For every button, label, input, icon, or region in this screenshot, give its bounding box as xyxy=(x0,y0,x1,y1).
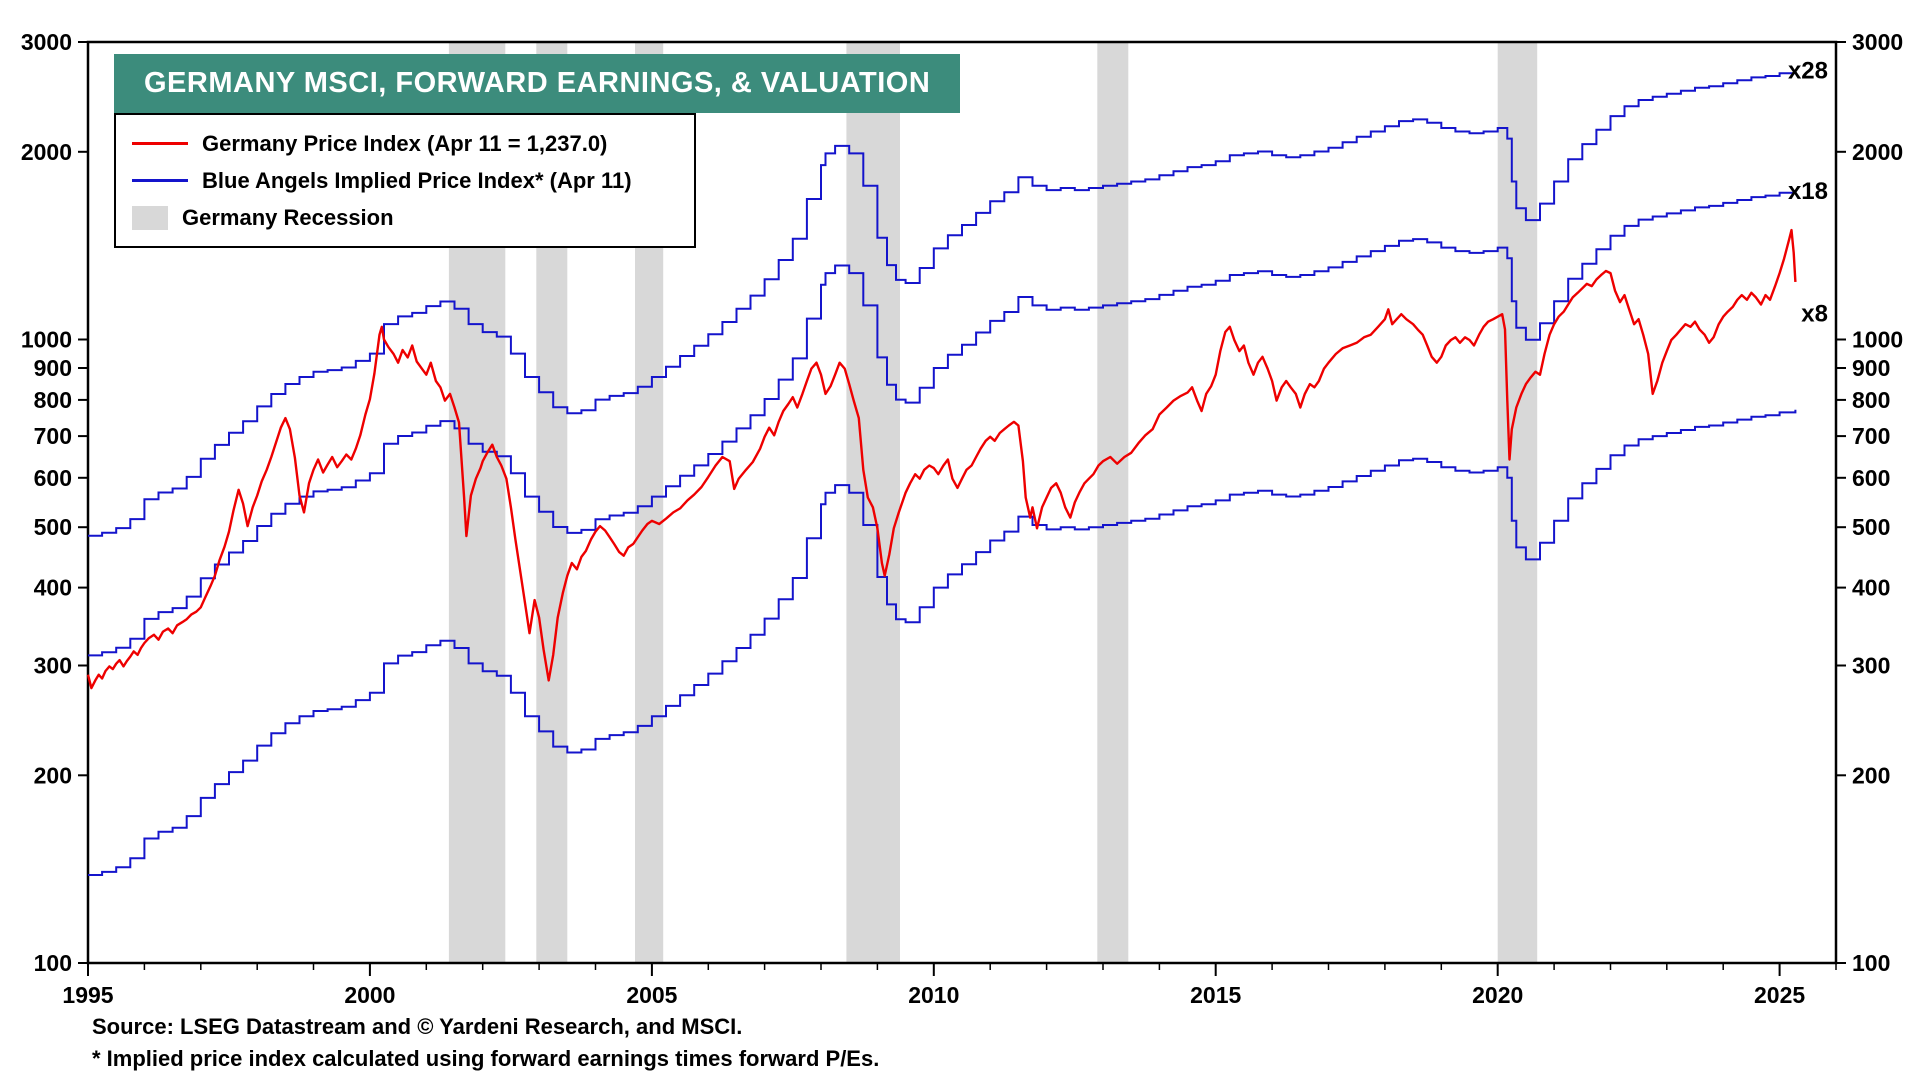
y-axis-label-right: 3000 xyxy=(1852,29,1903,55)
y-axis-label-right: 100 xyxy=(1852,950,1890,976)
legend-label-price-index: Germany Price Index (Apr 11 = 1,237.0) xyxy=(202,130,608,156)
implied-line-swatch xyxy=(132,179,188,182)
y-axis-label-right: 400 xyxy=(1852,575,1890,601)
chart-title-banner: GERMANY MSCI, FORWARD EARNINGS, & VALUAT… xyxy=(114,54,961,113)
implied-price-line-x8 xyxy=(88,409,1797,876)
legend-item-implied-price: Blue Angels Implied Price Index* (Apr 11… xyxy=(132,162,678,199)
y-axis-label-left: 100 xyxy=(34,950,72,976)
recession-swatch xyxy=(132,205,168,230)
y-axis-label-left: 600 xyxy=(34,465,72,491)
recession-band xyxy=(1097,42,1129,963)
x-axis-label: 1995 xyxy=(62,982,113,1008)
y-axis-label-left: 500 xyxy=(34,514,72,540)
recession-band xyxy=(846,42,900,963)
legend-item-recession: Germany Recession xyxy=(132,199,678,236)
legend-label-recession: Germany Recession xyxy=(182,204,394,230)
y-axis-label-right: 200 xyxy=(1852,762,1890,788)
footnote: * Implied price index calculated using f… xyxy=(92,1046,880,1071)
y-axis-label-right: 900 xyxy=(1852,355,1890,381)
x-axis-label: 2000 xyxy=(344,982,395,1008)
y-axis-label-left: 2000 xyxy=(21,139,72,165)
x-axis-label: 2005 xyxy=(626,982,677,1008)
implied-price-line-x18 xyxy=(88,190,1797,657)
chart-title: GERMANY MSCI, FORWARD EARNINGS, & VALUAT… xyxy=(144,67,931,99)
y-axis-label-right: 700 xyxy=(1852,423,1890,449)
pe-multiple-label: x28 xyxy=(1788,58,1828,85)
y-axis-label-right: 300 xyxy=(1852,653,1890,679)
legend-item-price-index: Germany Price Index (Apr 11 = 1,237.0) xyxy=(132,125,678,162)
x-axis-label: 2020 xyxy=(1472,982,1523,1008)
x-axis-label: 2010 xyxy=(908,982,959,1008)
legend: Germany Price Index (Apr 11 = 1,237.0) B… xyxy=(114,113,696,248)
y-axis-label-left: 1000 xyxy=(21,327,72,353)
source-note: Source: LSEG Datastream and © Yardeni Re… xyxy=(92,1014,743,1039)
y-axis-label-right: 1000 xyxy=(1852,327,1903,353)
y-axis-label-left: 900 xyxy=(34,355,72,381)
legend-label-implied-price: Blue Angels Implied Price Index* (Apr 11… xyxy=(202,167,632,193)
y-axis-label-left: 400 xyxy=(34,575,72,601)
y-axis-label-right: 800 xyxy=(1852,387,1890,413)
y-axis-label-right: 500 xyxy=(1852,514,1890,540)
y-axis-label-left: 3000 xyxy=(21,29,72,55)
x-axis-label: 2015 xyxy=(1190,982,1241,1008)
x-axis-label: 2025 xyxy=(1754,982,1805,1008)
plot-frame xyxy=(86,40,1838,965)
pe-multiple-label: x8 xyxy=(1801,301,1828,328)
y-axis-label-left: 700 xyxy=(34,423,72,449)
pe-multiple-label: x18 xyxy=(1788,178,1828,205)
price-line xyxy=(86,228,1797,690)
y-axis-label-right: 600 xyxy=(1852,465,1890,491)
y-axis-label-left: 300 xyxy=(34,653,72,679)
recession-band xyxy=(1497,42,1538,963)
y-axis-label-left: 800 xyxy=(34,387,72,413)
y-axis-label-right: 2000 xyxy=(1852,139,1903,165)
price-line-swatch xyxy=(132,142,188,145)
y-axis-label-left: 200 xyxy=(34,762,72,788)
